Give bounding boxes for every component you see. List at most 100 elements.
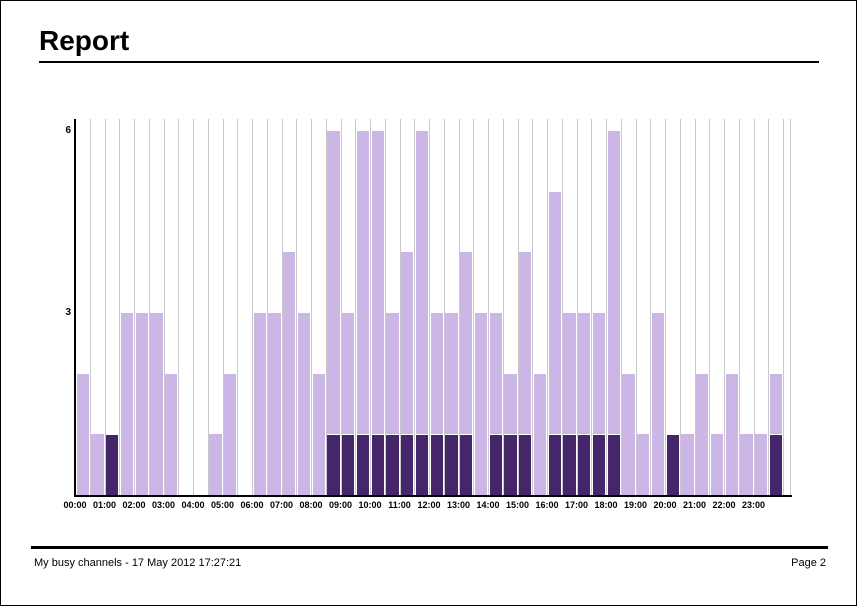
gridline (384, 119, 386, 495)
bar-light-segment (548, 191, 561, 495)
x-tick-label: 18:00 (594, 500, 618, 510)
x-tick-label: 08:00 (299, 500, 323, 510)
gridline (738, 119, 740, 495)
bar-light-segment (755, 434, 768, 495)
x-tick-label: 15:00 (505, 500, 530, 510)
gridline (443, 119, 445, 495)
x-axis (74, 495, 792, 497)
bar-light-segment (533, 373, 546, 495)
gridline (753, 119, 755, 495)
x-tick-label: 21:00 (682, 500, 707, 510)
bar-light-segment (725, 373, 738, 495)
gridline (237, 119, 239, 495)
title-underline (39, 61, 819, 63)
bar-dark-segment (607, 434, 620, 495)
bar-dark-segment (504, 434, 517, 495)
bar-light-segment (224, 373, 237, 495)
x-tick-label: 19:00 (623, 500, 648, 510)
bar-dark-segment (519, 434, 532, 495)
x-tick-label: 01:00 (92, 500, 117, 510)
gridline (266, 119, 268, 495)
gridline (340, 119, 342, 495)
x-tick-label: 06:00 (240, 500, 264, 510)
gridline (134, 119, 135, 495)
gridline (783, 119, 784, 495)
x-tick-label: 07:00 (269, 500, 294, 510)
gridline (709, 119, 711, 495)
bar-dark-segment (563, 434, 576, 495)
x-tick-label: 13:00 (446, 500, 471, 510)
x-tick-label: 14:00 (476, 500, 500, 510)
gridline (429, 119, 430, 495)
gridline (148, 119, 150, 495)
gridline (207, 119, 209, 495)
y-tick-label: 6 (65, 125, 71, 136)
bar-light-segment (76, 373, 89, 495)
bar-light-segment (696, 373, 709, 495)
bar-dark-segment (592, 434, 605, 495)
gridline (193, 119, 194, 495)
bar-light-segment (740, 434, 753, 495)
bar-dark-segment (371, 434, 384, 495)
gridline (296, 119, 298, 495)
gridline (399, 119, 401, 495)
gridline (370, 119, 371, 495)
bar-dark-segment (106, 434, 119, 495)
bar-dark-segment (356, 434, 369, 495)
gridline (311, 119, 312, 495)
bar-light-segment (681, 434, 694, 495)
x-tick-label: 23:00 (741, 500, 766, 510)
gridline (163, 119, 165, 495)
gridline (665, 119, 666, 495)
y-axis (74, 119, 76, 496)
gridline (325, 119, 327, 495)
bar-light-segment (312, 373, 325, 495)
gridline (252, 119, 253, 495)
bar-dark-segment (460, 434, 473, 495)
gridline (104, 119, 106, 495)
gridline (532, 119, 534, 495)
gridline (635, 119, 637, 495)
bar-light-segment (150, 313, 163, 495)
x-tick-label: 09:00 (328, 500, 353, 510)
bar-light-segment (415, 131, 428, 495)
gridline (790, 119, 791, 495)
gridline (724, 119, 725, 495)
gridline (281, 119, 283, 495)
bar-light-segment (356, 131, 369, 495)
x-tick-label: 12:00 (417, 500, 441, 510)
gridline (355, 119, 357, 495)
bar-light-segment (607, 131, 620, 495)
x-tick-label: 02:00 (122, 500, 146, 510)
bar-light-segment (268, 313, 281, 495)
bar-light-segment (327, 131, 340, 495)
bar-light-segment (637, 434, 650, 495)
gridline (591, 119, 593, 495)
gridline (502, 119, 504, 495)
gridline (488, 119, 489, 495)
x-tick-label: 16:00 (535, 500, 559, 510)
x-tick-label: 05:00 (210, 500, 235, 510)
x-tick-label: 10:00 (358, 500, 382, 510)
gridline (768, 119, 770, 495)
x-tick-label: 00:00 (63, 500, 87, 510)
bar-dark-segment (327, 434, 340, 495)
bar-light-segment (91, 434, 104, 495)
bar-dark-segment (548, 434, 561, 495)
gridline (89, 119, 91, 495)
bar-light-segment (474, 313, 487, 495)
y-tick-label: 3 (65, 307, 71, 318)
gridline (576, 119, 578, 495)
bar-dark-segment (415, 434, 428, 495)
bar-dark-segment (401, 434, 414, 495)
gridline (178, 119, 180, 495)
gridline (458, 119, 460, 495)
gridline (679, 119, 681, 495)
gridline (517, 119, 519, 495)
bar-light-segment (120, 313, 133, 495)
footer-report-name: My busy channels - 17 May 2012 17:27:21 (34, 557, 242, 569)
gridline (620, 119, 622, 495)
x-tick-label: 11:00 (388, 500, 411, 510)
gridline (119, 119, 121, 495)
footer-page-number: Page 2 (791, 557, 826, 569)
